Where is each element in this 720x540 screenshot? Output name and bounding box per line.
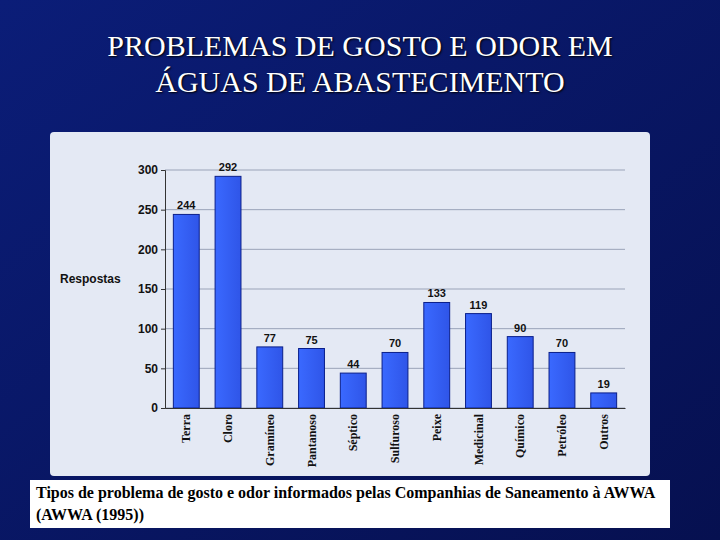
- x-tick: Cloro: [221, 414, 235, 443]
- y-tick-mark: [161, 368, 165, 369]
- x-tick-label: Gramíneo: [263, 414, 277, 466]
- y-tick-mark: [161, 249, 165, 250]
- bar: [173, 214, 199, 408]
- y-tick-mark: [161, 170, 165, 171]
- y-tick-mark: [161, 210, 165, 211]
- data-label: 70: [556, 337, 568, 349]
- x-tick-label: Petróleo: [555, 414, 569, 457]
- x-tick: Terra: [179, 414, 193, 443]
- x-tick: Petróleo: [555, 414, 569, 457]
- bar: [466, 314, 492, 408]
- x-axis: Terra Cloro Gramíneo Pantanoso Séptico Sulfur…: [166, 409, 626, 468]
- y-tick-label: 300: [138, 163, 158, 177]
- y-axis-line: [161, 171, 166, 409]
- bar: [257, 347, 283, 408]
- x-axis-line: [166, 408, 626, 409]
- y-tick-label: 100: [138, 322, 158, 336]
- y-tick: 0: [151, 401, 165, 415]
- y-tick: 200: [138, 243, 165, 257]
- data-label: 244: [177, 199, 196, 211]
- y-tick: 250: [138, 203, 165, 217]
- x-tick-label: Químico: [513, 414, 527, 458]
- x-tick: Químico: [513, 414, 527, 458]
- caption: Tipos de problema de gosto e odor inform…: [30, 480, 670, 528]
- x-tick: Outros: [597, 414, 611, 450]
- bar: [591, 393, 617, 408]
- y-axis: 0 50 100 150 200 250 300: [138, 163, 166, 415]
- data-label: 75: [305, 334, 317, 346]
- x-tick: Medicinal: [472, 413, 486, 465]
- x-tick: Séptico: [346, 414, 360, 451]
- y-tick-label: 250: [138, 203, 158, 217]
- bars: [173, 176, 616, 408]
- grid: [165, 170, 625, 408]
- bar: [424, 302, 450, 408]
- x-tick-label: Cloro: [221, 414, 235, 443]
- y-tick-label: 150: [138, 282, 158, 296]
- x-tick: Pantanoso: [305, 414, 319, 467]
- data-labels: 244 292 77 75 44 70 133 119 90 70 19: [177, 161, 610, 390]
- x-tick: Peixe: [430, 413, 444, 441]
- data-label: 119: [470, 299, 488, 311]
- bar: [549, 352, 575, 408]
- x-tick-label: Sulfuroso: [388, 414, 402, 463]
- y-tick-mark: [161, 289, 165, 290]
- data-label: 19: [598, 378, 610, 390]
- data-label: 133: [428, 287, 446, 299]
- data-label: 44: [347, 358, 360, 370]
- y-tick: 300: [138, 163, 165, 177]
- data-label: 77: [264, 332, 276, 344]
- y-axis-title: Respostas: [60, 272, 121, 286]
- y-tick: 50: [145, 362, 165, 376]
- bar: [299, 349, 325, 409]
- bar: [340, 373, 366, 408]
- x-tick-label: Pantanoso: [305, 414, 319, 467]
- x-tick-label: Outros: [597, 414, 611, 450]
- x-tick-label: Medicinal: [472, 413, 486, 465]
- y-tick-mark: [161, 408, 165, 409]
- y-tick: 150: [138, 282, 165, 296]
- background: [0, 0, 720, 540]
- y-tick-mark: [161, 329, 165, 330]
- y-tick-label: 200: [138, 243, 158, 257]
- chart-panel: [50, 132, 650, 476]
- x-tick: Sulfuroso: [388, 414, 402, 463]
- y-tick-label: 0: [151, 401, 158, 415]
- x-tick: Gramíneo: [263, 414, 277, 466]
- data-label: 292: [219, 161, 237, 173]
- x-tick-label: Peixe: [430, 413, 444, 441]
- data-label: 70: [389, 337, 401, 349]
- y-tick-label: 50: [145, 362, 159, 376]
- x-tick-label: Séptico: [346, 414, 360, 451]
- bar: [382, 352, 408, 408]
- data-label: 90: [514, 322, 526, 334]
- x-tick-label: Terra: [179, 414, 193, 443]
- bar: [215, 176, 241, 408]
- y-tick: 100: [138, 322, 165, 336]
- title: PROBLEMAS DE GOSTO E ODOR EM ÁGUAS DE AB…: [70, 28, 650, 100]
- bar: [507, 337, 533, 408]
